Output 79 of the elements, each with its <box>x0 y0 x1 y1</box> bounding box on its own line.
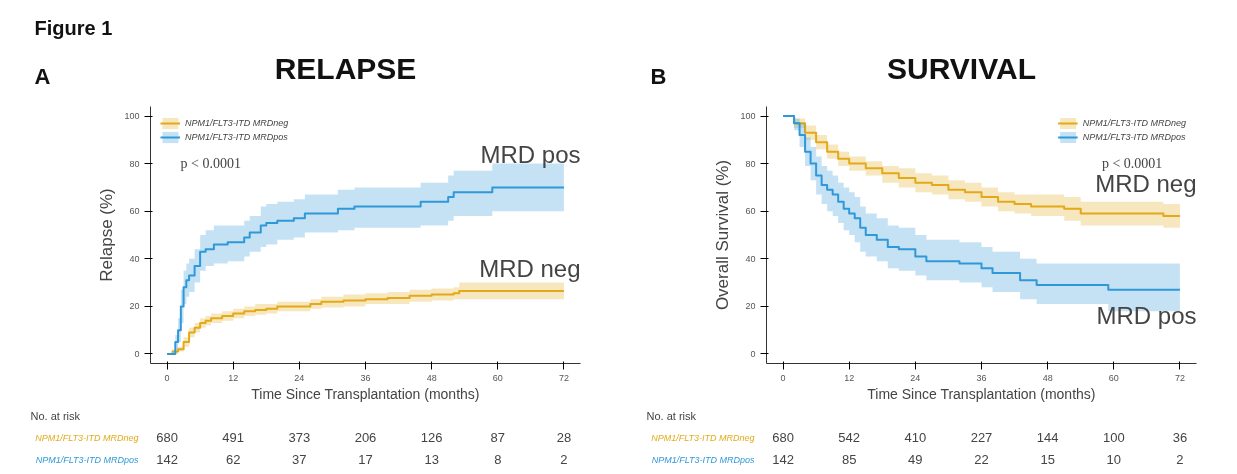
text: 144 <box>1036 430 1059 445</box>
text: B <box>650 63 667 89</box>
text: NPM1/FLT3-ITD MRDpos <box>35 454 139 465</box>
text: NPM1/FLT3-ITD MRDneg <box>651 432 755 443</box>
x-tick-label: 24 <box>294 372 305 383</box>
x-axis-title: Time Since Transplantation (months) <box>867 385 1096 402</box>
text: 680 <box>772 430 794 445</box>
x-axis-title: Time Since Transplantation (months) <box>251 385 480 402</box>
y-tick-label: 100 <box>740 111 756 122</box>
text: NPM1/FLT3-ITD MRDneg <box>35 432 139 443</box>
x-tick-label: 0 <box>780 372 786 383</box>
text: 15 <box>1040 452 1055 467</box>
x-tick-label: 12 <box>228 372 239 383</box>
text: 373 <box>288 430 311 445</box>
text: 100 <box>1102 430 1125 445</box>
x-tick-label: 12 <box>844 372 855 383</box>
y-axis-title: Relapse (%) <box>97 188 117 282</box>
y-tick-label: 60 <box>129 206 140 217</box>
text: 28 <box>556 430 572 445</box>
y-tick-label: 100 <box>124 111 140 122</box>
text: 142 <box>156 452 178 467</box>
y-tick-label: 20 <box>129 301 140 312</box>
legend-label: NPM1/FLT3-ITD MRDneg <box>1082 117 1186 130</box>
text: 142 <box>772 452 794 467</box>
x-tick-label: 36 <box>976 372 987 383</box>
text: No. at risk <box>30 409 81 422</box>
text: 17 <box>358 452 373 467</box>
text: 13 <box>424 452 439 467</box>
x-tick-label: 72 <box>558 372 569 383</box>
annotation: p < 0.0001 <box>1101 155 1163 171</box>
text: 542 <box>838 430 861 445</box>
x-tick-label: 48 <box>426 372 437 383</box>
legend-label: NPM1/FLT3-ITD MRDpos <box>185 131 288 144</box>
text: 87 <box>490 430 506 445</box>
text: 491 <box>222 430 245 445</box>
chart-title: SURVIVAL <box>887 51 1036 85</box>
text: No. at risk <box>646 409 697 422</box>
chart-title: RELAPSE <box>274 51 417 85</box>
x-tick-label: 48 <box>1042 372 1053 383</box>
text: 85 <box>841 452 857 467</box>
x-tick-label: 60 <box>1108 372 1119 383</box>
text: NPM1/FLT3-ITD MRDpos <box>651 454 755 465</box>
text: 227 <box>970 430 993 445</box>
legend-label: NPM1/FLT3-ITD MRDneg <box>185 117 289 130</box>
text: 36 <box>1172 430 1188 445</box>
text: 49 <box>908 452 923 467</box>
annotation: MRD pos <box>1096 302 1197 330</box>
x-tick-label: 60 <box>492 372 503 383</box>
text: 8 <box>494 452 502 467</box>
text: 62 <box>225 452 241 467</box>
annotation: MRD neg <box>479 254 581 282</box>
x-tick-label: 24 <box>910 372 921 383</box>
text: 2 <box>560 452 568 467</box>
text: 37 <box>292 452 307 467</box>
y-tick-label: 60 <box>745 206 756 217</box>
y-tick-label: 80 <box>129 158 140 169</box>
x-tick-label: 0 <box>164 372 170 383</box>
y-tick-label: 20 <box>745 301 756 312</box>
y-tick-label: 0 <box>134 348 140 359</box>
text: 10 <box>1106 452 1122 467</box>
x-tick-label: 72 <box>1174 372 1185 383</box>
text: 206 <box>354 430 377 445</box>
text: 126 <box>420 430 443 445</box>
text: A <box>34 63 51 89</box>
text: 410 <box>904 430 927 445</box>
annotation: MRD neg <box>1095 170 1197 198</box>
annotation: MRD pos <box>480 141 581 169</box>
y-axis-title: Overall Survival (%) <box>713 159 733 311</box>
text: 2 <box>1176 452 1184 467</box>
caption: Figure 1 <box>34 16 113 39</box>
legend-label: NPM1/FLT3-ITD MRDpos <box>1082 131 1186 144</box>
y-tick-label: 80 <box>745 158 756 169</box>
y-tick-label: 40 <box>745 253 756 264</box>
text: 680 <box>156 430 178 445</box>
y-tick-label: 40 <box>129 253 140 264</box>
x-tick-label: 36 <box>360 372 371 383</box>
annotation: p < 0.0001 <box>180 155 242 171</box>
y-tick-label: 0 <box>750 348 756 359</box>
text: 22 <box>974 452 989 467</box>
